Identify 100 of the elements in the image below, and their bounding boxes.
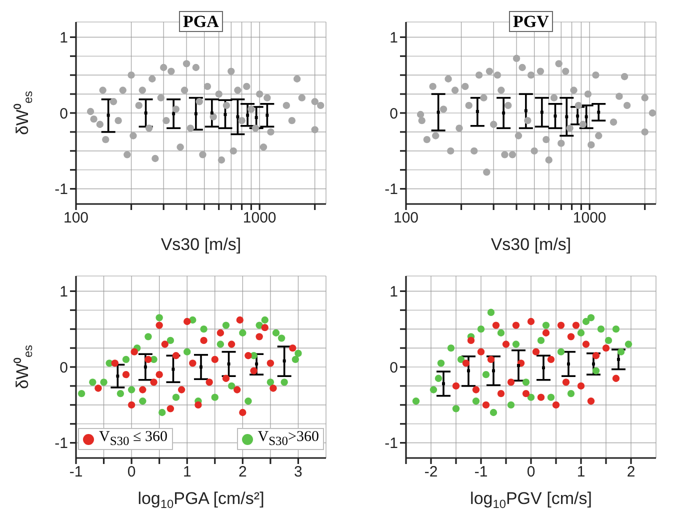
point bbox=[452, 405, 460, 412]
point bbox=[497, 329, 505, 336]
y-tick-label: 0 bbox=[60, 359, 68, 376]
point bbox=[577, 382, 585, 390]
chart-title: PGA bbox=[179, 11, 223, 32]
point bbox=[592, 362, 595, 366]
point bbox=[532, 348, 540, 356]
point bbox=[512, 340, 520, 348]
point bbox=[261, 324, 268, 332]
point bbox=[434, 374, 442, 382]
point bbox=[567, 390, 575, 398]
y-tick-label: -1 bbox=[384, 181, 398, 198]
x-tick-label: 1 bbox=[576, 464, 586, 481]
point bbox=[567, 333, 575, 340]
y-tick-label: 1 bbox=[390, 29, 398, 46]
y-tick-label: 0 bbox=[390, 359, 398, 376]
x-tick-label: -1 bbox=[474, 464, 488, 481]
point bbox=[139, 398, 146, 405]
point bbox=[222, 374, 230, 382]
point bbox=[272, 329, 280, 336]
legend-label: V$_{S30}$>360 bbox=[258, 429, 319, 449]
point bbox=[228, 340, 236, 348]
point bbox=[206, 378, 213, 386]
point bbox=[562, 378, 570, 386]
legend-label: V$_{S30}$ ≤ 360 bbox=[99, 429, 168, 449]
point bbox=[502, 340, 510, 348]
y-tick-label: 1 bbox=[60, 29, 68, 46]
point bbox=[597, 325, 605, 333]
point bbox=[412, 398, 420, 405]
point bbox=[617, 348, 625, 356]
point bbox=[527, 318, 535, 326]
point bbox=[150, 378, 158, 386]
point bbox=[490, 408, 498, 416]
point bbox=[602, 344, 610, 352]
point bbox=[487, 308, 495, 316]
point bbox=[122, 370, 130, 378]
point bbox=[144, 333, 152, 340]
x-tick-label: 2 bbox=[238, 464, 247, 481]
point bbox=[482, 370, 490, 378]
point bbox=[178, 386, 186, 394]
point bbox=[211, 356, 218, 364]
point bbox=[216, 340, 224, 348]
point bbox=[278, 334, 286, 342]
point bbox=[228, 382, 236, 390]
point bbox=[244, 352, 252, 360]
point bbox=[282, 359, 286, 362]
point bbox=[582, 340, 590, 348]
point bbox=[166, 405, 174, 412]
point bbox=[552, 401, 560, 409]
point bbox=[222, 322, 230, 329]
point bbox=[270, 384, 277, 392]
point bbox=[624, 340, 632, 348]
point bbox=[604, 336, 612, 344]
point bbox=[567, 362, 570, 366]
point bbox=[612, 374, 620, 382]
point bbox=[158, 408, 166, 416]
point bbox=[577, 329, 585, 336]
y-tick-label: 0 bbox=[390, 105, 398, 122]
point bbox=[200, 336, 208, 344]
x-axis-title: Vs30 [m/s] bbox=[490, 235, 572, 254]
point bbox=[166, 336, 174, 344]
point bbox=[592, 352, 600, 360]
point bbox=[156, 314, 163, 322]
point bbox=[239, 408, 246, 416]
x-tick-label: 1000 bbox=[572, 210, 606, 227]
point bbox=[482, 401, 490, 409]
point bbox=[139, 386, 146, 394]
point bbox=[492, 369, 495, 372]
x-tick-label: 0 bbox=[127, 464, 136, 481]
point bbox=[612, 325, 620, 333]
point bbox=[557, 322, 565, 329]
point bbox=[172, 352, 180, 360]
point bbox=[211, 394, 218, 401]
x-tick-label: 0 bbox=[526, 464, 536, 481]
point bbox=[111, 360, 118, 367]
point bbox=[587, 314, 595, 322]
point bbox=[122, 356, 130, 364]
point bbox=[89, 378, 96, 386]
point bbox=[236, 316, 244, 324]
point bbox=[572, 322, 580, 329]
point bbox=[517, 364, 520, 367]
y-tick-label: 1 bbox=[390, 283, 398, 300]
point bbox=[447, 344, 455, 352]
point bbox=[472, 386, 480, 394]
point bbox=[184, 318, 191, 326]
point bbox=[116, 374, 120, 378]
x-tick-label: 100 bbox=[63, 210, 89, 227]
point bbox=[542, 366, 545, 370]
point bbox=[472, 398, 480, 405]
point bbox=[457, 356, 465, 364]
point bbox=[442, 382, 445, 386]
point bbox=[280, 378, 288, 386]
point bbox=[255, 362, 258, 366]
point bbox=[194, 401, 202, 409]
x-tick-label: -2 bbox=[424, 464, 438, 481]
point bbox=[261, 316, 268, 324]
point bbox=[617, 358, 620, 361]
point bbox=[266, 360, 274, 367]
chart-title: PGV bbox=[509, 11, 553, 32]
point bbox=[587, 398, 595, 405]
